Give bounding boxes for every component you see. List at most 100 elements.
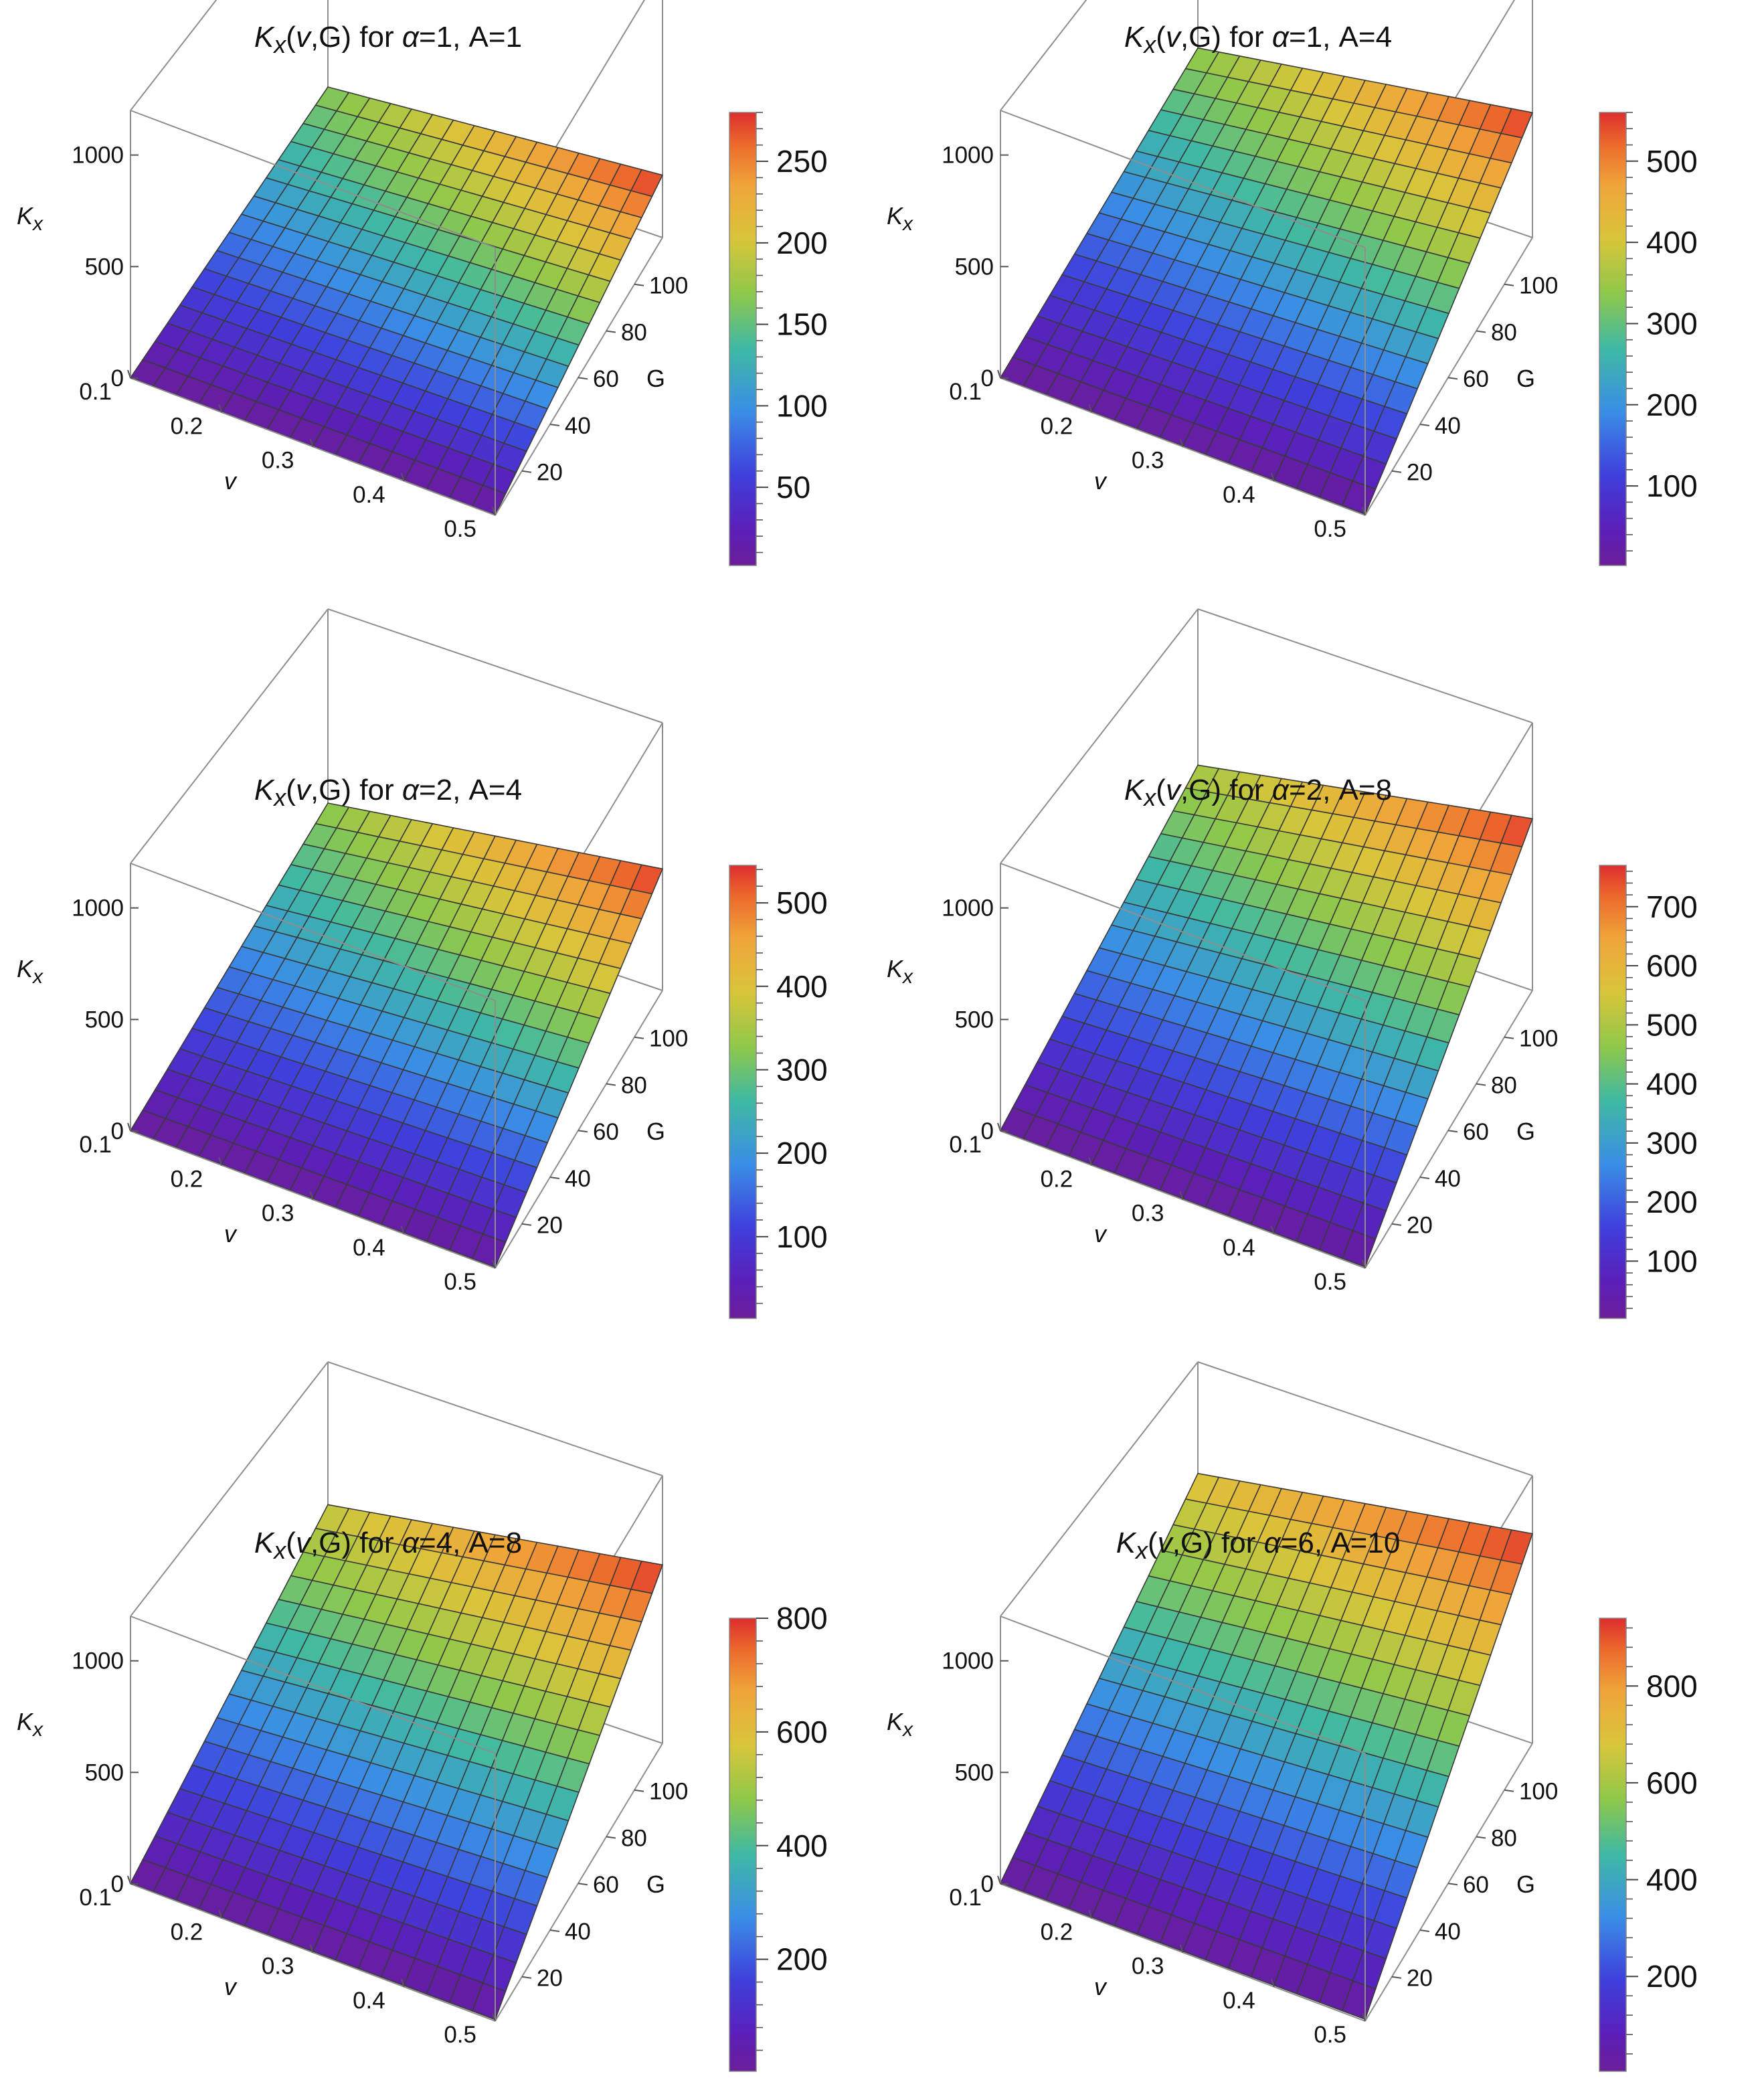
panel-3: Kx(v,G) for α=2, A=40.10.20.30.40.5v 2040… [17, 608, 828, 1319]
x-axis-label: v [224, 467, 238, 495]
box-edge-left-top [1000, 608, 1199, 864]
x-tick-label: 0.3 [1132, 1201, 1164, 1227]
box-edge-front-top [1000, 1616, 1366, 1754]
y-tick-label: 40 [565, 1919, 591, 1945]
x-tick-label: 0.4 [1223, 482, 1255, 508]
y-tick-label: 20 [537, 460, 563, 486]
title-rest: ,G) for [1180, 21, 1272, 54]
x-tick-label: 0.1 [949, 379, 982, 405]
title-v: v [1158, 1527, 1174, 1559]
y-tick-mark [521, 470, 532, 473]
z-axis-label-k: K [887, 955, 904, 982]
title-v: v [296, 774, 313, 806]
x-tick-mark [1270, 1225, 1275, 1235]
box-edge-front-top [130, 863, 496, 1001]
y-tick-label: 40 [1435, 413, 1461, 439]
title-paren: ( [1156, 21, 1166, 54]
x-tick-label: 0.1 [79, 1132, 112, 1158]
z-tick-label: 0 [111, 1871, 124, 1897]
title-rest: ,G) for [311, 774, 402, 806]
z-tick-label: 1000 [942, 895, 994, 922]
z-axis-label-k: K [887, 202, 904, 230]
z-axis-label-sub: x [901, 1719, 913, 1741]
y-tick-label: 20 [1407, 1213, 1433, 1239]
title-params: =2, A=8 [1289, 774, 1392, 806]
x-tick-label: 0.5 [444, 1269, 476, 1295]
y-tick-label: 100 [1519, 1026, 1558, 1052]
title-k: K [254, 21, 275, 54]
z-axis-label: Kx [887, 1708, 913, 1741]
surface [130, 86, 663, 516]
x-tick-label: 0.1 [949, 1132, 982, 1158]
y-tick-mark [1391, 1976, 1402, 1979]
title-alpha: α [402, 1527, 420, 1559]
y-tick-mark [549, 1929, 560, 1932]
z-tick-label: 0 [111, 1118, 124, 1144]
y-axis-label: G [646, 365, 665, 392]
colorbar-tick-label: 500 [776, 885, 828, 920]
x-tick-mark [997, 1875, 1001, 1885]
x-tick-mark [309, 1191, 314, 1200]
z-tick-label: 1000 [72, 1648, 124, 1674]
colorbar-tick-label: 600 [1646, 948, 1698, 983]
z-tick-label: 1000 [72, 895, 124, 922]
y-tick-mark [606, 1083, 616, 1086]
y-tick-label: 40 [565, 413, 591, 439]
colorbar-tick-label: 200 [1646, 387, 1698, 422]
colorbar-tick-label: 100 [1646, 1243, 1698, 1278]
z-axis-label-sub: x [31, 213, 43, 235]
title-alpha: α [1272, 21, 1290, 54]
x-tick-mark [218, 1909, 223, 1919]
x-tick-label: 0.2 [1041, 1919, 1073, 1945]
z-tick-label: 1000 [72, 143, 124, 169]
chart-title: Kx(v,G) for α=2, A=8 [1124, 774, 1392, 811]
x-tick-label: 0.2 [1041, 413, 1073, 439]
z-axis-label: Kx [17, 955, 43, 988]
colorbar-tick-label: 400 [1646, 1067, 1698, 1102]
z-axis-label: Kx [887, 202, 913, 235]
colorbar [729, 1618, 757, 2072]
surface-cell [1500, 1529, 1533, 1565]
box-edge-back-top [327, 1361, 663, 1476]
title-subscript: x [1134, 1537, 1149, 1564]
colorbar [729, 112, 757, 566]
x-tick-mark [127, 1122, 131, 1132]
title-subscript: x [272, 784, 287, 811]
colorbar-tick-label: 500 [1646, 1007, 1698, 1042]
x-tick-label: 0.2 [1041, 1166, 1073, 1192]
box-edge-left-top [130, 1361, 329, 1617]
x-tick-label: 0.4 [1223, 1235, 1255, 1261]
colorbar [729, 865, 757, 1319]
y-tick-label: 80 [1491, 1072, 1517, 1098]
y-tick-mark [1476, 330, 1486, 333]
box-edge-front-top [1000, 110, 1366, 248]
colorbar [1599, 865, 1627, 1319]
y-tick-mark [634, 283, 644, 286]
x-tick-label: 0.5 [444, 516, 476, 542]
box-edge-front-top [1000, 863, 1366, 1001]
z-axis-label-sub: x [31, 966, 43, 988]
y-tick-label: 20 [537, 1213, 563, 1239]
x-tick-mark [127, 369, 131, 379]
box-edge-left-top [1000, 1361, 1199, 1617]
y-tick-mark [1419, 1177, 1430, 1179]
title-paren: ( [286, 21, 296, 54]
z-axis-label-k: K [887, 1708, 904, 1735]
x-tick-mark [400, 1225, 405, 1235]
x-tick-mark [400, 472, 405, 482]
title-k: K [254, 1527, 275, 1559]
y-tick-mark [1419, 1929, 1430, 1932]
box-edge-front-top [130, 1616, 496, 1754]
x-tick-mark [492, 1260, 496, 1269]
box-edge-back-top [1197, 608, 1533, 723]
y-tick-mark [1391, 470, 1402, 473]
y-tick-mark [606, 1836, 616, 1839]
z-axis-label-sub: x [901, 966, 913, 988]
title-v: v [1166, 774, 1182, 806]
colorbar-tick-label: 400 [776, 1828, 828, 1863]
colorbar-tick-label: 50 [776, 470, 810, 505]
y-tick-mark [1419, 424, 1430, 426]
z-axis-label: Kx [17, 1708, 43, 1741]
chart-title: Kx(v,G) for α=1, A=1 [254, 21, 522, 58]
